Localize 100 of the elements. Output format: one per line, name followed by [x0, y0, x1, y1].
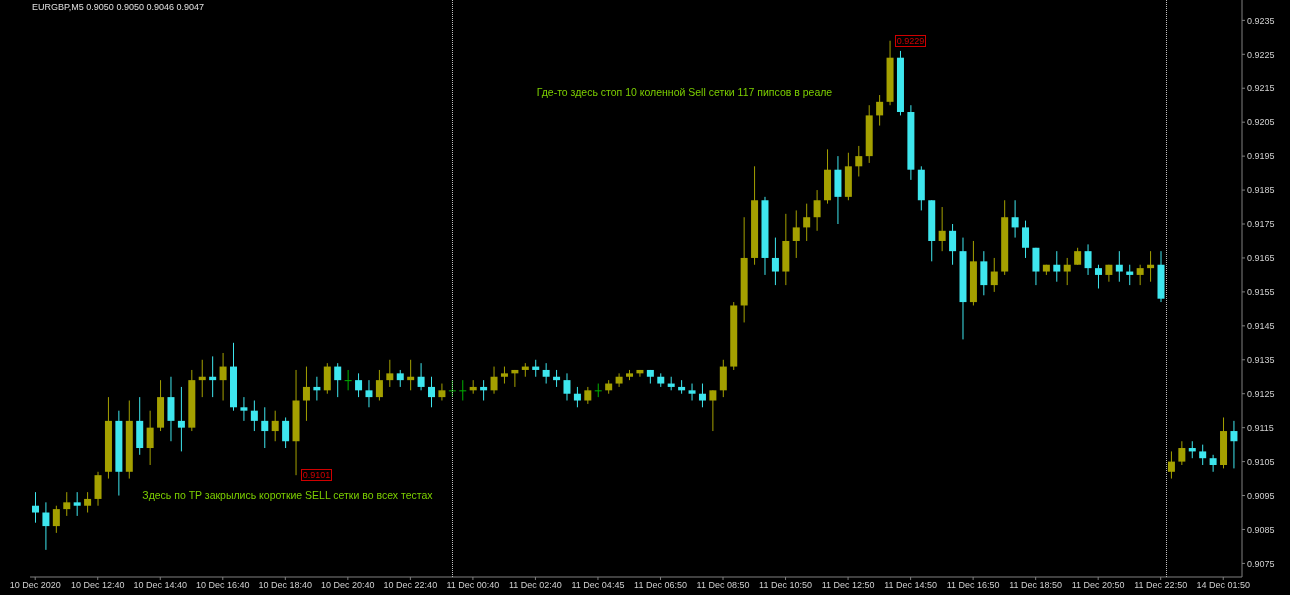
candlestick — [563, 372, 571, 402]
candlestick — [1167, 450, 1175, 480]
y-tick-label: 0.9205 — [1247, 117, 1275, 128]
candlestick — [52, 505, 60, 534]
candlestick — [94, 471, 102, 507]
candlestick — [1178, 440, 1186, 466]
candlestick — [938, 206, 946, 252]
x-tick-label: 11 Dec 14:50 — [884, 580, 938, 591]
candlestick — [573, 386, 581, 408]
candlestick — [719, 359, 727, 398]
annotation: 0.9229 — [894, 34, 927, 47]
y-tick-label: 0.9195 — [1247, 151, 1275, 162]
candlestick — [459, 379, 467, 402]
candlestick — [615, 372, 623, 388]
x-tick-label: 11 Dec 06:50 — [634, 580, 687, 591]
candlestick — [302, 366, 310, 422]
candlestick — [73, 491, 81, 517]
candlestick — [1063, 257, 1071, 286]
x-tick-label: 14 Dec 01:50 — [1196, 580, 1251, 591]
candlestick — [698, 383, 706, 408]
candlestick — [344, 369, 352, 391]
candlestick — [355, 372, 363, 398]
y-tick-label: 0.9215 — [1247, 83, 1275, 94]
y-tick-label: 0.9235 — [1247, 15, 1275, 26]
candlestick — [1209, 454, 1217, 473]
x-tick-label: 11 Dec 12:50 — [821, 580, 875, 591]
candlestick — [949, 223, 957, 266]
candlestick — [771, 237, 779, 286]
x-tick-label: 11 Dec 04:45 — [571, 580, 625, 591]
candlestick — [84, 491, 92, 514]
candlestick — [32, 491, 39, 524]
x-tick-label: 11 Dec 10:50 — [759, 580, 812, 591]
candlestick — [438, 383, 446, 402]
candlestick — [63, 491, 71, 517]
x-tick-label: 11 Dec 02:40 — [509, 580, 562, 591]
candlestick — [688, 383, 696, 402]
candlestick — [375, 369, 383, 402]
x-tick-label: 11 Dec 08:50 — [696, 580, 750, 591]
candlestick — [1199, 444, 1207, 466]
x-tick-label: 10 Dec 16:40 — [196, 580, 250, 591]
x-tick-label: 11 Dec 22:50 — [1134, 580, 1188, 591]
annotation: Здесь по TP закрылись короткие SELL сетки во всех тестах — [142, 489, 433, 501]
candlestick — [792, 209, 800, 259]
candlestick — [146, 410, 154, 466]
candlestick — [365, 379, 373, 408]
candlestick — [240, 396, 248, 422]
y-tick-label: 0.9075 — [1247, 558, 1275, 569]
x-tick-label: 10 Dec 22:40 — [383, 580, 438, 591]
x-tick-label: 10 Dec 20:40 — [321, 580, 375, 591]
y-tick-label: 0.9105 — [1247, 456, 1275, 467]
candlestick — [1022, 220, 1030, 259]
chart-title: EURGBP,M5 0.9050 0.9050 0.9046 0.9047 — [32, 2, 204, 12]
y-tick-label: 0.9125 — [1247, 388, 1275, 399]
y-tick-label: 0.9135 — [1247, 354, 1275, 365]
candlestick — [1011, 199, 1019, 239]
x-tick-label: 11 Dec 16:50 — [946, 580, 1000, 591]
candlestick — [1136, 264, 1144, 286]
x-tick-label: 10 Dec 12:40 — [70, 580, 125, 591]
candlestick — [803, 203, 811, 242]
candlestick — [1053, 250, 1061, 283]
candlestick — [386, 359, 394, 388]
x-tick-label: 11 Dec 20:50 — [1071, 580, 1125, 591]
candlestick — [250, 400, 258, 432]
annotation: Где-то здесь стоп 10 коленной Sell сетки 117 пипсов в реале — [536, 86, 833, 98]
x-tick-label: 11 Dec 18:50 — [1009, 580, 1063, 591]
y-tick-label: 0.9175 — [1247, 219, 1275, 230]
y-tick-label: 0.9095 — [1247, 490, 1275, 501]
candlestick — [177, 386, 185, 452]
y-tick-label: 0.9085 — [1247, 524, 1275, 535]
candlestick — [323, 362, 331, 395]
candlestick — [542, 362, 550, 385]
y-tick-label: 0.9145 — [1247, 321, 1275, 332]
annotation: 0.9101 — [300, 469, 333, 482]
candlestick — [990, 257, 998, 293]
candlestick — [490, 366, 498, 395]
x-tick-label: 10 Dec 18:40 — [258, 580, 313, 591]
y-tick-label: 0.9225 — [1247, 49, 1275, 60]
y-tick-label: 0.9155 — [1247, 287, 1275, 298]
x-tick-label: 10 Dec 2020 — [9, 580, 61, 591]
candlestick — [1032, 247, 1040, 286]
y-tick-label: 0.9115 — [1247, 422, 1274, 433]
candlestick — [1094, 264, 1102, 289]
candlestick — [417, 362, 425, 391]
candlestick — [42, 501, 50, 551]
candlestick — [428, 376, 436, 408]
candlestick — [219, 352, 227, 402]
candlestick — [334, 362, 342, 398]
candlestick — [813, 189, 821, 232]
x-tick-label: 10 Dec 14:40 — [133, 580, 188, 591]
candlestick — [282, 416, 290, 449]
candlestick — [1115, 250, 1123, 283]
x-tick-label: 11 Dec 00:40 — [446, 580, 500, 591]
candlestick — [709, 389, 717, 432]
candlestick — [271, 410, 279, 442]
candlestick — [1230, 420, 1238, 469]
y-tick-label: 0.9185 — [1247, 185, 1275, 196]
y-tick-label: 0.9165 — [1247, 253, 1275, 264]
candlestick — [167, 376, 175, 442]
candlestick — [855, 145, 863, 177]
candlestick — [261, 406, 269, 449]
